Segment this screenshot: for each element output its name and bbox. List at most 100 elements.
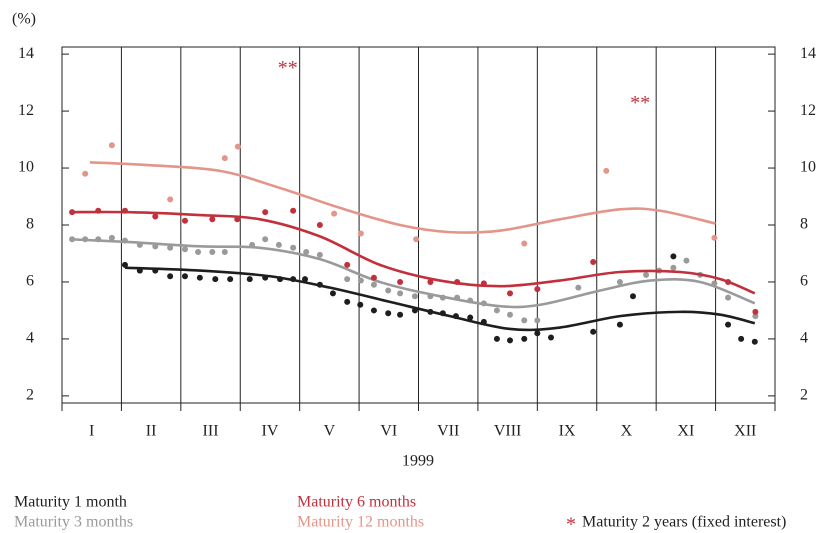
data-point [397, 311, 404, 318]
legend-entry: Maturity 12 months [297, 514, 424, 531]
data-point [534, 286, 541, 293]
data-point [385, 310, 392, 317]
y-tick-label: 6 [26, 273, 34, 290]
data-point [670, 264, 677, 271]
data-point [670, 253, 677, 260]
data-point [167, 244, 174, 251]
data-point [95, 236, 102, 243]
data-point [439, 310, 446, 317]
data-point [357, 301, 364, 308]
data-point [629, 293, 636, 300]
data-point [590, 259, 597, 266]
trend-line [69, 237, 756, 309]
data-point [82, 170, 89, 177]
y2-tick-label: 2 [800, 387, 808, 404]
legend-symbol: * [566, 514, 576, 533]
data-point [397, 290, 404, 297]
data-point [329, 290, 336, 297]
data-point [181, 246, 188, 253]
trend-line [124, 266, 756, 332]
data-point [521, 317, 528, 324]
data-point [209, 216, 216, 223]
data-point [303, 249, 310, 256]
data-point [521, 335, 528, 342]
data-point [507, 337, 514, 344]
data-point [316, 281, 323, 288]
data-point [413, 236, 420, 243]
legend-entry: Maturity 6 months [297, 494, 416, 511]
data-point [725, 278, 732, 285]
data-point [209, 249, 216, 256]
data-point [290, 207, 297, 214]
data-point [357, 230, 364, 237]
data-point [121, 261, 128, 268]
data-point [290, 276, 297, 283]
data-point [507, 311, 514, 318]
trend-line [69, 210, 756, 295]
x-tick-label: XII [734, 423, 756, 440]
data-point [493, 335, 500, 342]
data-point [246, 276, 253, 283]
data-point [167, 196, 174, 203]
data-point [121, 237, 128, 244]
data-point [212, 276, 219, 283]
y2-tick-label: 8 [800, 216, 808, 233]
data-point [427, 278, 434, 285]
data-point [316, 251, 323, 258]
legend-entry: Maturity 2 years (fixed interest) [582, 514, 786, 531]
y2-tick-label: 6 [800, 273, 808, 290]
data-point [370, 307, 377, 314]
data-point [643, 271, 650, 278]
data-point [121, 207, 128, 214]
data-point [316, 222, 323, 228]
x-tick-label: VIII [494, 423, 522, 440]
x-axis-label: 1999 [402, 453, 434, 470]
data-point [262, 274, 269, 281]
data-point [152, 243, 159, 250]
data-point [738, 335, 745, 342]
data-point [467, 314, 474, 321]
data-point [136, 241, 143, 248]
data-point [181, 273, 188, 280]
data-point [344, 298, 351, 305]
data-point [152, 267, 159, 274]
y-tick-label: 8 [26, 216, 34, 233]
data-point [69, 209, 76, 216]
y2-tick-label: 12 [800, 102, 816, 119]
x-tick-label: IX [559, 423, 576, 440]
data-point [227, 276, 234, 283]
data-point [467, 297, 474, 304]
data-point [196, 274, 203, 281]
x-tick-label: V [324, 423, 336, 440]
data-point [752, 313, 759, 320]
data-point [590, 328, 597, 335]
data-point [357, 277, 364, 284]
legend-entry: Maturity 3 months [14, 514, 133, 531]
data-point [370, 274, 377, 281]
annotation: ** [278, 57, 298, 79]
data-point [534, 317, 541, 324]
data-point [82, 236, 89, 243]
data-point [452, 313, 459, 320]
data-point [454, 278, 461, 285]
data-point [725, 294, 732, 301]
x-tick-label: II [146, 423, 157, 440]
data-point [454, 294, 461, 301]
y2-tick-label: 14 [800, 45, 816, 62]
data-point [234, 143, 241, 150]
x-tick-label: XI [677, 423, 694, 440]
data-point [507, 290, 514, 297]
data-point [616, 278, 623, 285]
x-tick-label: I [89, 423, 94, 440]
data-point [547, 334, 554, 341]
x-tick-label: III [203, 423, 219, 440]
data-point [181, 217, 188, 224]
data-point [397, 278, 404, 285]
y-unit: (%) [12, 11, 36, 28]
y-tick-label: 12 [18, 102, 34, 119]
data-point [234, 216, 241, 223]
legend-entry: Maturity 1 month [14, 494, 127, 511]
y2-tick-label: 4 [800, 330, 808, 347]
y-tick-label: 4 [26, 330, 34, 347]
data-point [521, 240, 528, 247]
